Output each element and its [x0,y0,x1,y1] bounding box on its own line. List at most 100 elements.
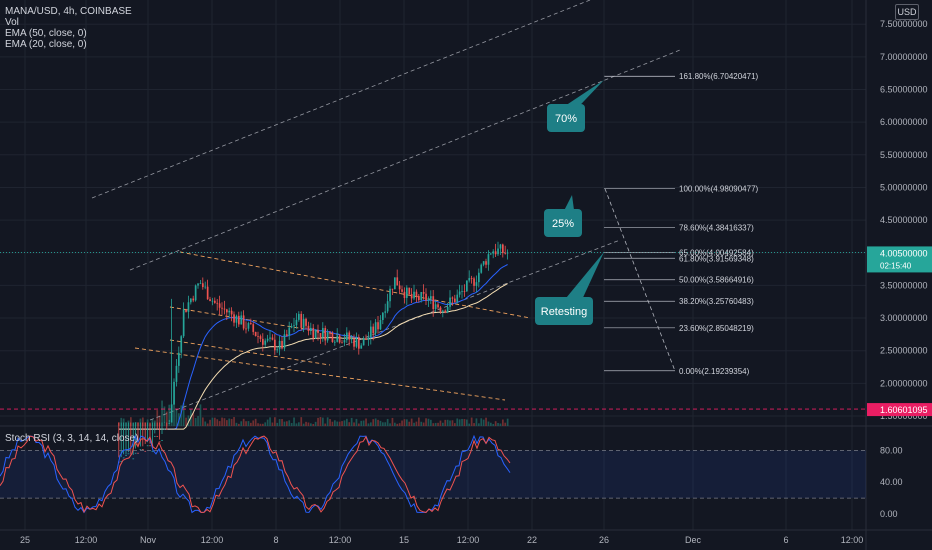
candlesticks[interactable] [118,241,509,463]
legend-volume[interactable]: Vol [5,17,19,28]
candle-body [408,287,411,295]
candle-body [310,327,312,331]
volume-bar [463,419,466,426]
callout-70-text: 70% [555,113,577,125]
volume-bar [161,400,163,426]
callout-70-box[interactable] [547,104,585,132]
volume-bar [226,420,228,426]
volume-bar [221,417,223,426]
candle-body [382,312,384,321]
price-axis-label: 3.00000000 [880,313,928,323]
candle-body [288,327,291,336]
candle-body [290,326,293,328]
callout-retesting-box[interactable] [535,297,593,325]
volume-bar [240,421,243,426]
fib-level-label: 78.60%(4.38416337) [679,224,754,233]
candle-body [223,308,226,310]
volume-bar [410,418,413,426]
candle-body [286,334,288,336]
candle-body [413,291,415,299]
volume-bar [358,423,360,426]
price-axis[interactable]: 7.50000000 7.00000000 6.50000000 6.00000000… [867,19,932,421]
fib-level-label: 38.20%(3.25760483) [679,297,754,306]
symbol-title[interactable]: MANA/USD, 4h, COINBASE [5,6,132,17]
downtrend-top-line [179,251,531,319]
stoch-rsi-title[interactable]: Stoch RSI (3, 3, 14, 14, close) [5,433,139,444]
level-price-tag[interactable] [867,403,932,417]
candle-body [178,352,180,366]
candle-body [278,340,281,350]
volume-bar [218,421,221,426]
volume-bar [437,422,439,426]
volume-bar [206,423,209,426]
volume-bar [288,420,291,426]
volume-bar [326,417,329,426]
volume-bar [223,418,226,426]
candle-body [466,280,468,292]
time-axis-label: Dec [685,535,702,545]
candle-body [362,338,365,346]
price-axis-label: 6.50000000 [880,85,928,95]
candle-body [163,428,166,430]
candle-body [228,310,231,313]
time-axis-label: 12:00 [841,535,864,545]
legend-ema20[interactable]: EMA (20, close, 0) [5,39,87,50]
volume-bar [439,420,442,426]
volume-bar [348,422,351,426]
candle-body [194,285,197,301]
annotation-callouts[interactable]: 70% 25% Retesting [535,80,604,325]
candle-body [478,272,480,283]
candle-body [425,293,427,301]
candle-body [250,323,252,325]
candle-body [463,291,466,292]
volume-bar [418,417,420,426]
candle-body [422,291,425,294]
price-axis-label: 2.50000000 [880,346,928,356]
volume-bar [427,418,430,426]
candle-body [415,291,418,296]
candle-body [403,291,406,298]
candle-body [199,283,202,285]
volume-bar [254,418,257,426]
candle-body [230,310,233,315]
volume-bar [194,417,197,426]
volume-bar [187,415,190,426]
fibonacci-retracement[interactable]: 161.80%(6.70420471) 100.00%(4.98090477) 78… [604,72,759,376]
currency-button[interactable]: USD [895,4,919,20]
time-axis[interactable]: 25 12:00 Nov 12:00 8 12:00 15 12:00 22 26 Dec 6 12:0… [20,535,863,545]
upper-channel-line [91,0,591,199]
volume-bar [502,419,504,426]
volume-bar [142,417,144,426]
candle-body [314,329,317,339]
volume-bar [305,421,307,426]
volume-bar [175,409,178,426]
volume-bar [235,422,238,426]
candle-body [254,331,257,337]
candle-body [266,338,269,341]
volume-bar [458,419,461,426]
candle-body [358,337,360,349]
volume-bar [442,422,444,426]
volume-bar [451,420,454,426]
candle-body [168,422,171,424]
candle-body [242,315,245,329]
candle-body [506,252,509,254]
candle-body [130,453,132,455]
candle-body [307,325,310,331]
legend-ema50[interactable]: EMA (50, close, 0) [5,28,87,39]
stoch-rsi-pane[interactable]: 80.00 40.00 0.00 [0,434,903,519]
rsi-d-line [0,435,511,514]
volume-bar [245,421,247,426]
volume-bar [370,422,372,426]
volume-bar [398,423,401,426]
candle-body [370,326,372,338]
current-price-tag[interactable] [867,246,932,273]
candle-body [300,313,303,328]
callout-25-box[interactable] [544,209,582,237]
candle-body [211,300,214,302]
volume-bar [166,411,168,426]
candle-body [269,337,271,339]
volume-bar [168,404,171,426]
volume-bar [281,419,283,426]
